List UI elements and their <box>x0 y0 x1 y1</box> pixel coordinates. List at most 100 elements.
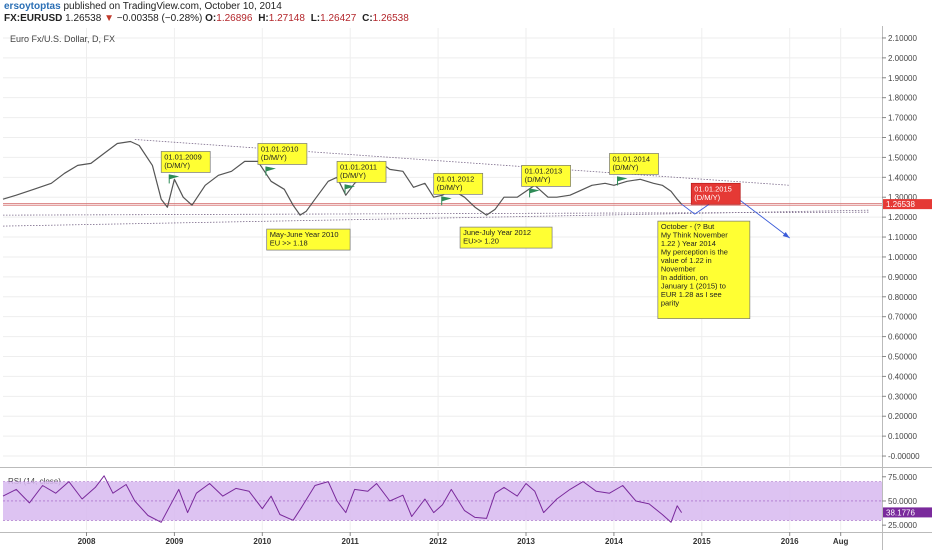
annotation-text-line: 01.01.2010 <box>261 144 299 153</box>
time-tick-label: 2014 <box>605 537 623 546</box>
price-tick-label: 1.80000 <box>888 94 917 103</box>
chart-title: Euro Fx/U.S. Dollar, D, FX <box>10 34 115 44</box>
annotation-text-line: EUR 1.28 as I see <box>661 290 722 299</box>
close-label: C: <box>362 13 373 24</box>
annotation-box <box>266 228 351 251</box>
annotation-text: 01.01.2015 (D/M/Y) <box>694 184 732 202</box>
annotation-text: 01.01.2011 (D/M/Y) <box>340 162 377 180</box>
last-price-badge <box>883 199 932 210</box>
low-value: 1.26427 <box>320 13 357 24</box>
publisher-username[interactable]: ersoytoptas <box>4 1 61 12</box>
annotation-text-line: 01.01.2009 <box>164 152 202 161</box>
annotation-text: 01.01.2013 (D/M/Y) <box>525 166 563 184</box>
annotation-box <box>690 182 741 205</box>
annotation-flag[interactable]: 01.01.2013 (D/M/Y) <box>521 165 571 198</box>
price-tick-label: 1.90000 <box>888 74 917 83</box>
price-tick-label: 0.50000 <box>888 353 917 362</box>
down-arrow-icon: ▼ <box>104 13 114 24</box>
rsi-tick-label: 75.0000 <box>888 473 917 482</box>
trend-line[interactable] <box>2 211 869 216</box>
annotation-box <box>459 226 553 249</box>
rsi-title: RSI (14, close) <box>8 477 61 486</box>
annotation-text-line: June-July Year 2012 <box>463 228 531 237</box>
annotation-box[interactable]: May-June Year 2010 EU >> 1.18 <box>266 228 351 251</box>
annotation-text-line: My perception is the <box>661 248 728 257</box>
annotation-text: 01.01.2010 (D/M/Y) <box>261 144 299 162</box>
time-tick-label: 2011 <box>342 537 360 546</box>
annotation-box <box>657 220 751 319</box>
price-series-line <box>2 140 683 216</box>
annotation-box <box>609 153 659 175</box>
open-label: O: <box>205 13 217 24</box>
time-tick-label: 2008 <box>78 537 96 546</box>
price-tick-label: 1.00000 <box>888 253 917 262</box>
annotation-text-line: (D/M/Y) <box>437 183 463 192</box>
annotation-flag[interactable]: 01.01.2014 (D/M/Y) <box>609 153 659 186</box>
price-tick-label: -0.00000 <box>888 452 920 461</box>
flag-icon <box>617 176 628 182</box>
annotation-text-line: My Think November <box>661 231 728 240</box>
trend-line[interactable] <box>2 209 869 227</box>
price-tick-label: 0.10000 <box>888 432 917 441</box>
annotation-flag[interactable]: 01.01.2012 (D/M/Y) <box>433 172 484 206</box>
annotation-text-line: (D/M/Y) <box>164 161 190 170</box>
annotation-flag[interactable]: 01.01.2011 (D/M/Y) <box>336 161 387 194</box>
time-tick-label: 2015 <box>693 537 711 546</box>
annotation-text-line: 01.01.2012 <box>437 174 475 183</box>
price-tick-label: 0.80000 <box>888 293 917 302</box>
annotation-text: 01.01.2012 (D/M/Y) <box>437 174 475 192</box>
annotation-text-line: EU>> 1.20 <box>463 237 499 246</box>
price-tick-label: 1.50000 <box>888 153 917 162</box>
annotation-text-line: (D/M/Y) <box>340 171 366 180</box>
last-price: 1.26538 <box>65 13 102 24</box>
trend-line[interactable] <box>134 139 790 186</box>
annotation-text-line: 01.01.2015 <box>694 184 732 193</box>
annotation-text: 01.01.2014 (D/M/Y) <box>613 154 651 172</box>
rsi-tick-label: 25.0000 <box>888 521 917 530</box>
last-price-label: 1.26538 <box>886 200 915 209</box>
annotation-text-line: November <box>661 265 696 274</box>
annotation-flag[interactable]: 01.01.2010 (D/M/Y) <box>257 143 308 176</box>
annotation-text-line: 01.01.2011 <box>340 162 377 171</box>
annotation-text-line: 01.01.2013 <box>525 166 563 175</box>
price-tick-label: 1.60000 <box>888 134 917 143</box>
projection-arrowhead-icon <box>782 232 790 239</box>
symbol: FX:EURUSD <box>4 13 63 24</box>
flag-icon <box>169 174 180 180</box>
price-tick-label: 0.40000 <box>888 372 917 381</box>
open-value: 1.26896 <box>216 13 253 24</box>
annotation-box <box>433 172 484 195</box>
annotation-box <box>521 165 571 187</box>
flag-icon <box>345 184 356 190</box>
annotation-box <box>336 161 387 183</box>
rsi-tick-label: 50.0000 <box>888 497 917 506</box>
chart-header: ersoytoptas published on TradingView.com… <box>0 0 932 26</box>
price-tick-label: 1.10000 <box>888 233 917 242</box>
price-tick-label: 0.90000 <box>888 273 917 282</box>
time-tick-label: 2009 <box>166 537 184 546</box>
high-value: 1.27148 <box>268 13 305 24</box>
annotation-text: May-June Year 2010 EU >> 1.18 <box>270 230 339 248</box>
high-label: H: <box>258 13 269 24</box>
price-tick-label: 1.30000 <box>888 193 917 202</box>
annotation-red[interactable]: 01.01.2015 (D/M/Y) <box>690 182 741 205</box>
published-text: published on TradingView.com, October 10… <box>63 1 282 12</box>
annotation-text-line: (D/M/Y) <box>694 193 720 202</box>
annotation-text-line: 01.01.2014 <box>613 154 651 163</box>
annotation-box[interactable]: October - (? But My Think November 1.22 ) … <box>657 220 751 319</box>
time-tick-label: 2010 <box>253 537 271 546</box>
annotation-box <box>160 151 211 173</box>
annotation-text-line: January 1 (2015) to <box>661 282 726 291</box>
price-tick-label: 2.00000 <box>888 54 917 63</box>
flag-icon <box>441 196 452 202</box>
price-tick-label: 1.70000 <box>888 114 917 123</box>
annotation-box[interactable]: June-July Year 2012 EU>> 1.20 <box>459 226 553 249</box>
annotation-text-line: EU >> 1.18 <box>270 239 308 248</box>
rsi-series-line <box>2 475 683 523</box>
annotation-text-line: (D/M/Y) <box>525 175 551 184</box>
annotation-flag[interactable]: 01.01.2009 (D/M/Y) <box>160 151 211 184</box>
time-tick-label: 2012 <box>429 537 447 546</box>
time-tick-label: 2016 <box>781 537 799 546</box>
annotation-box <box>257 143 308 165</box>
